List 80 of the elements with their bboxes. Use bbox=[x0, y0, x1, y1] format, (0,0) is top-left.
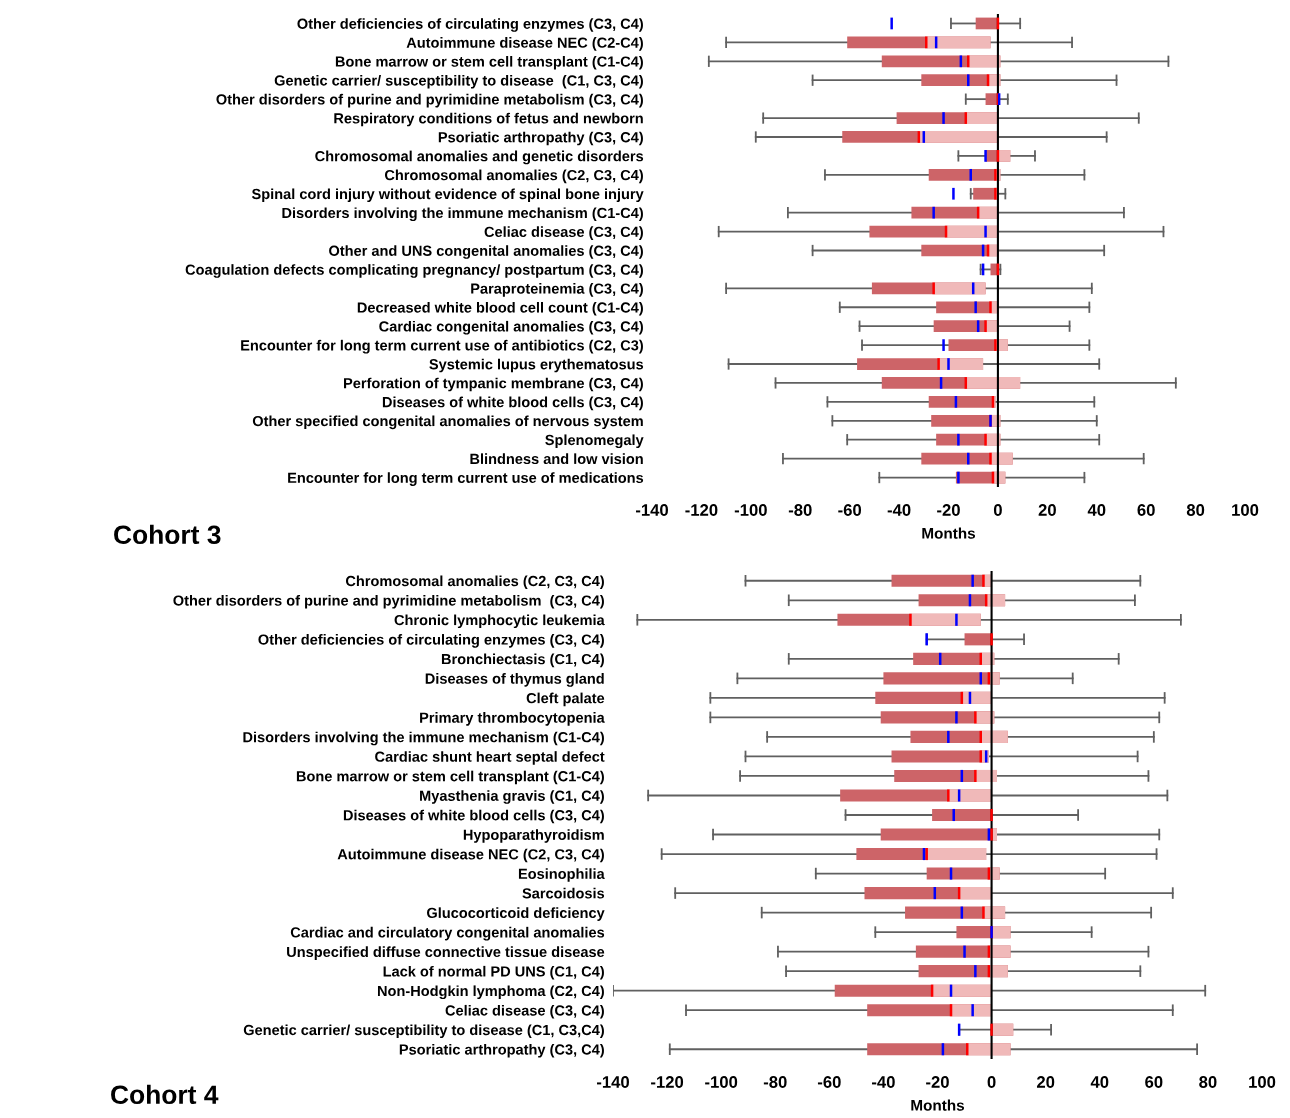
x-tick-label: -20 bbox=[926, 1076, 949, 1088]
y-tick-label: Encounter for long term current use of antibiotics (C2, C3) bbox=[241, 339, 643, 354]
x-tick-label: -80 bbox=[763, 1076, 787, 1088]
x-tick-label: -120 bbox=[685, 504, 718, 516]
y-tick-label: Blindness and low vision bbox=[470, 453, 643, 465]
y-tick-label: Cardiac shunt heart septal defect bbox=[375, 751, 605, 765]
y-tick-label: Psoriatic arthropathy (C3, C4) bbox=[399, 1043, 604, 1058]
x-axis-title: Months bbox=[911, 1099, 965, 1111]
y-tick-label: Disorders involving the immune mechanism (C1-C4) bbox=[282, 207, 643, 222]
y-tick-label: Celiac disease (C3, C4) bbox=[445, 1004, 604, 1019]
y-tick-label: Bone marrow or stem cell transplant (C1-C4) bbox=[296, 770, 604, 785]
x-tick-label: -20 bbox=[937, 504, 960, 516]
y-tick-label: Perforation of tympanic membrane (C3, C4) bbox=[344, 377, 643, 392]
y-tick-label: Hypoparathyroidism bbox=[463, 829, 604, 843]
y-tick-label: Eosinophilia bbox=[518, 868, 605, 882]
y-tick-label: Cleft palate bbox=[526, 692, 605, 707]
y-tick-label: Coagulation defects complicating pregnancy/ postpartum (C3, C4) bbox=[185, 264, 643, 278]
x-tick-label: -80 bbox=[788, 504, 812, 516]
x-tick-label: 60 bbox=[1145, 1076, 1163, 1088]
x-axis-title: Months bbox=[922, 527, 976, 539]
y-tick-label: Decreased white blood cell count (C1-C4) bbox=[357, 301, 643, 316]
y-tick-label: Diseases of white blood cells (C3, C4) bbox=[343, 809, 604, 824]
y-tick-label: Psoriatic arthropathy (C3, C4) bbox=[438, 131, 643, 146]
text: Cohort 3 bbox=[114, 524, 221, 545]
y-tick-label: Other deficiencies of circulating enzymes (C3, C4) bbox=[297, 18, 643, 32]
y-tick-label: Other disorders of purine and pyrimidine metabolism (C3, C4) bbox=[216, 93, 643, 108]
x-tick-label: 100 bbox=[1232, 504, 1259, 516]
y-tick-label: Non-Hodgkin lymphoma (C2, C4) bbox=[377, 985, 604, 1000]
x-tick-label: -100 bbox=[734, 504, 767, 516]
y-tick-label: Respiratory conditions of fetus and newborn bbox=[334, 112, 643, 127]
y-tick-label: Cardiac and circulatory congenital anomalies bbox=[290, 926, 605, 941]
text: Cohort 4 bbox=[111, 1084, 219, 1105]
x-tick-label: -60 bbox=[817, 1076, 841, 1088]
x-tick-label: 40 bbox=[1090, 1076, 1109, 1088]
y-tick-label: Other specified congenital anomalies of nervous system bbox=[252, 415, 643, 430]
y-tick-label: Systemic lupus erythematosus bbox=[429, 358, 644, 373]
y-tick-label: Genetic carrier/ susceptibility to disease (C1, C3,C4) bbox=[243, 1024, 604, 1039]
y-tick-label: Genetic carrier/ susceptibility to disease (C1, C3, C4) bbox=[274, 74, 643, 89]
y-tick-label: Encounter for long term current use of medications bbox=[288, 472, 644, 486]
x-tick-label: -140 bbox=[635, 504, 668, 516]
y-tick-label: Other disorders of purine and pyrimidine metabolism (C3, C4) bbox=[173, 595, 604, 609]
x-tick-label: 60 bbox=[1137, 504, 1155, 516]
y-tick-label: Bronchiectasis (C1, C4) bbox=[441, 653, 604, 668]
y-tick-label: Chromosomal anomalies (C2, C3, C4) bbox=[384, 169, 643, 184]
x-tick-label: -100 bbox=[705, 1076, 738, 1088]
y-tick-label: Autoimmune disease NEC (C2-C4) bbox=[406, 37, 643, 51]
y-tick-label: Unspecified diffuse connective tissue disease bbox=[287, 946, 605, 960]
y-tick-label: Sarcoidosis bbox=[522, 887, 605, 899]
y-tick-label: Glucocorticoid deficiency bbox=[427, 907, 605, 921]
y-tick-label: Diseases of white blood cells (C3, C4) bbox=[382, 396, 643, 411]
y-tick-label: Paraproteinemia (C3, C4) bbox=[471, 283, 643, 297]
y-tick-label: Cardiac congenital anomalies (C3, C4) bbox=[379, 320, 643, 335]
x-tick-label: 20 bbox=[1036, 1076, 1055, 1088]
x-tick-label: -60 bbox=[838, 504, 862, 516]
x-tick-label: -40 bbox=[887, 504, 911, 516]
y-tick-label: Primary thrombocytopenia bbox=[420, 712, 605, 726]
y-tick-label: Chromosomal anomalies (C2, C3, C4) bbox=[345, 575, 604, 590]
y-tick-label: Chronic lymphocytic leukemia bbox=[394, 614, 605, 629]
x-tick-label: 40 bbox=[1087, 504, 1106, 516]
y-tick-label: Disorders involving the immune mechanism (C1-C4) bbox=[243, 731, 604, 746]
x-tick-label: -40 bbox=[872, 1076, 895, 1088]
x-tick-label: 0 bbox=[987, 1076, 996, 1088]
x-tick-label: 80 bbox=[1199, 1076, 1217, 1088]
x-tick-label: 20 bbox=[1038, 504, 1056, 516]
x-tick-label: -140 bbox=[596, 1076, 629, 1088]
y-tick-label: Splenomegaly bbox=[545, 434, 644, 449]
y-tick-label: Celiac disease (C3, C4) bbox=[484, 226, 643, 240]
y-tick-label: Other deficiencies of circulating enzymes (C3, C4) bbox=[258, 634, 604, 648]
y-tick-label: Autoimmune disease NEC (C2, C3, C4) bbox=[337, 848, 604, 863]
y-tick-label: Myasthenia gravis (C1, C4) bbox=[420, 790, 604, 804]
x-tick-label: -120 bbox=[651, 1076, 684, 1088]
y-tick-label: Bone marrow or stem cell transplant (C1-C4) bbox=[335, 56, 643, 70]
x-tick-label: 80 bbox=[1186, 504, 1205, 516]
x-tick-label: 100 bbox=[1249, 1076, 1276, 1088]
y-tick-label: Spinal cord injury without evidence of spinal bone injury bbox=[251, 188, 644, 203]
y-tick-label: Chromosomal anomalies and genetic disorders bbox=[315, 150, 644, 165]
y-tick-label: Lack of normal PD UNS (C1, C4) bbox=[383, 965, 604, 980]
y-tick-label: Other and UNS congenital anomalies (C3, C4) bbox=[329, 245, 643, 259]
x-tick-label: 0 bbox=[993, 504, 1002, 516]
y-tick-label: Diseases of thymus gland bbox=[425, 673, 604, 687]
